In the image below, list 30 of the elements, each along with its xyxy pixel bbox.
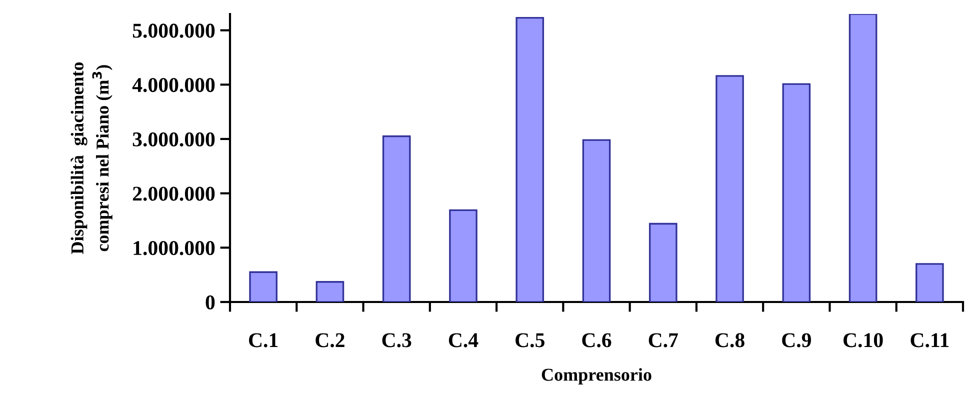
y-tick-label: 0 [206, 295, 215, 310]
x-tick-label: C.3 [382, 333, 412, 348]
bar [716, 75, 744, 302]
bar [516, 16, 544, 302]
y-tick-label: 3.000.000 [132, 132, 215, 147]
x-tick-label: C.7 [648, 333, 678, 348]
y-tick-label: 1.000.000 [134, 241, 215, 256]
x-tick-label: C.8 [715, 333, 744, 348]
x-tick-label: C.6 [582, 333, 612, 348]
bar [449, 209, 478, 302]
bar [382, 135, 411, 302]
y-tick-label: 5.000.000 [132, 24, 215, 38]
x-tick-label: C.9 [782, 333, 811, 348]
y-axis-title: Disponibilità giacimento compresi nel Piano (m$^{3}$) [70, 62, 112, 254]
y-tick-label: 4.000.000 [132, 78, 215, 92]
x-tick-label: C.4 [448, 333, 478, 348]
bar [648, 222, 678, 302]
bar [916, 263, 944, 302]
x-tick-label: C.2 [316, 333, 344, 348]
x-tick-label: C.5 [516, 333, 544, 348]
bar [316, 281, 344, 302]
x-tick-label: C.10 [844, 333, 883, 348]
x-axis-title: Comprensorio [542, 368, 652, 384]
x-tick-label: C.11 [910, 333, 949, 348]
bar [582, 139, 611, 302]
y-tick-label: 2.000.000 [132, 186, 215, 201]
bar [782, 83, 811, 302]
bar [249, 271, 278, 302]
x-tick-label: C.1 [249, 333, 278, 348]
bar [848, 14, 878, 302]
